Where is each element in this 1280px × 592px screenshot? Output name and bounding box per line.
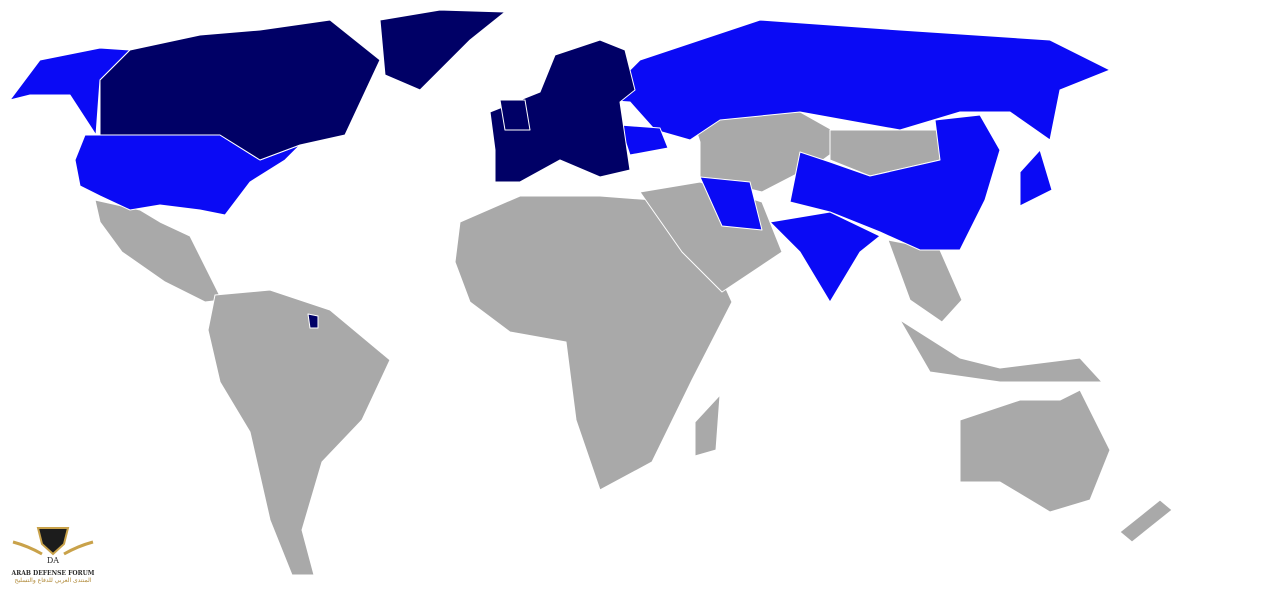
region-greenland [379, 9, 506, 91]
shield-wings-icon: DA [12, 527, 94, 565]
region-french-guiana [307, 313, 319, 329]
region-south-america [207, 289, 391, 576]
region-china [789, 114, 1001, 251]
region-indonesia [899, 319, 1103, 383]
logo-monogram: DA [47, 556, 59, 564]
watermark-logo: DA ARAB DEFENSE FORUM المنتدى العربي للد… [8, 524, 98, 590]
region-canada [99, 19, 381, 161]
region-russia [599, 19, 1111, 141]
region-united-kingdom [499, 99, 531, 131]
logo-name-en: ARAB DEFENSE FORUM [11, 570, 95, 577]
region-iran [699, 176, 763, 231]
region-mexico-central-america [94, 199, 223, 303]
logo-name-ar: المنتدى العربي للدفاع والتسليح [14, 577, 92, 584]
region-new-zealand [1119, 499, 1173, 543]
region-madagascar [694, 394, 721, 457]
region-europe [489, 39, 636, 183]
region-southeast-asia [887, 239, 963, 323]
region-australia [959, 389, 1111, 513]
region-japan [1019, 149, 1053, 207]
region-india [769, 211, 881, 303]
region-central-asia [689, 111, 851, 193]
region-africa [454, 195, 733, 491]
